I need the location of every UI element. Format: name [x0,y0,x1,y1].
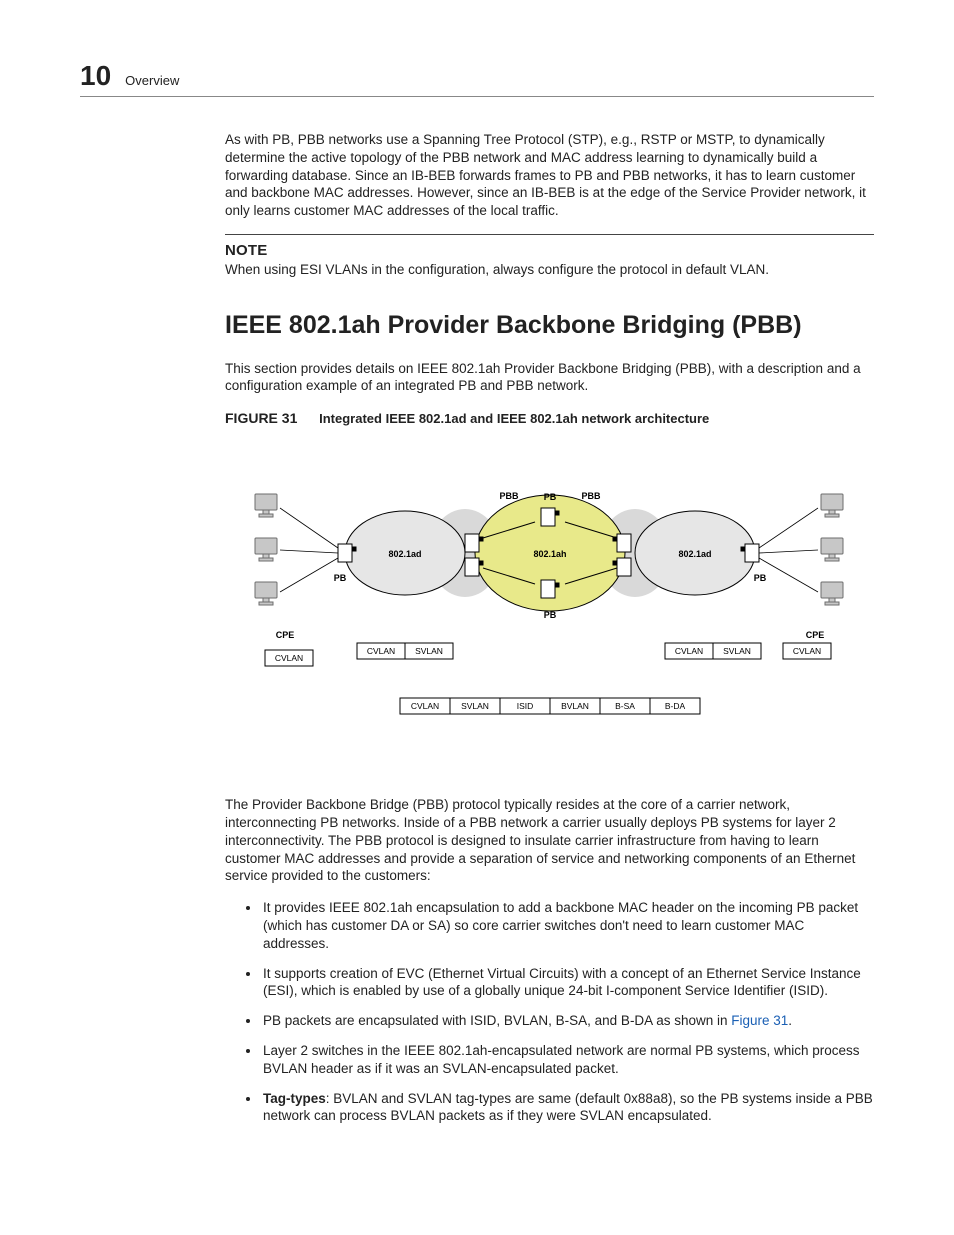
page-number: 10 [80,60,111,92]
label-ad-right: 802.1ad [678,549,711,559]
svg-text:B-SA: B-SA [615,701,635,711]
tag-row6: CVLAN SVLAN ISID BVLAN B-SA B-DA [400,698,700,714]
figure-caption: FIGURE 31 Integrated IEEE 802.1ad and IE… [225,409,874,428]
label-pb-top: PB [544,492,557,502]
page-header-section: Overview [125,73,179,88]
svg-text:CVLAN: CVLAN [793,646,821,656]
svg-text:SVLAN: SVLAN [461,701,489,711]
svg-text:SVLAN: SVLAN [415,646,443,656]
label-pbb-2: PBB [581,491,601,501]
svg-text:SVLAN: SVLAN [723,646,751,656]
tag-cvlan-lone-left: CVLAN [265,650,313,666]
label-pb-bot: PB [544,610,557,620]
svg-text:CVLAN: CVLAN [367,646,395,656]
svg-text:BVLAN: BVLAN [561,701,589,711]
label-pb-left: PB [334,573,347,583]
note-text: When using ESI VLANs in the configuratio… [225,261,874,279]
page-header: 10 Overview [80,60,874,97]
svg-text:CVLAN: CVLAN [411,701,439,711]
note-rule-top [225,234,874,235]
bullet-4: Layer 2 switches in the IEEE 802.1ah-enc… [261,1042,874,1078]
cpe-right-group [821,494,843,605]
tag-pair-left: CVLAN SVLAN [357,643,453,659]
bullet-5: Tag-types: BVLAN and SVLAN tag-types are… [261,1090,874,1126]
label-cpe-left: CPE [276,630,295,640]
section-paragraph: This section provides details on IEEE 80… [225,360,874,396]
tag-cvlan-lone-right: CVLAN [783,643,831,659]
bullet-3: PB packets are encapsulated with ISID, B… [261,1012,874,1030]
section-heading: IEEE 802.1ah Provider Backbone Bridging … [225,309,874,342]
svg-text:B-DA: B-DA [665,701,686,711]
bullet-1: It provides IEEE 802.1ah encapsulation t… [261,899,874,952]
label-cpe-right: CPE [806,630,825,640]
bullet-2: It supports creation of EVC (Ethernet Vi… [261,965,874,1001]
bullet-list: It provides IEEE 802.1ah encapsulation t… [225,899,874,1125]
figure-31: 802.1ad 802.1ad 802.1ah PBB PBB PB PB PB… [225,458,874,768]
label-ad-left: 802.1ad [388,549,421,559]
svg-text:CVLAN: CVLAN [675,646,703,656]
after-figure-paragraph: The Provider Backbone Bridge (PBB) proto… [225,796,874,885]
svg-text:CVLAN: CVLAN [275,653,303,663]
note-label: NOTE [225,241,874,261]
intro-paragraph: As with PB, PBB networks use a Spanning … [225,131,874,220]
svg-text:ISID: ISID [517,701,534,711]
tag-pair-right: CVLAN SVLAN [665,643,761,659]
cpe-left-group [255,494,277,605]
label-pbb-1: PBB [499,491,519,501]
label-ah: 802.1ah [533,549,566,559]
figure-title: Integrated IEEE 802.1ad and IEEE 802.1ah… [319,411,709,426]
label-pb-right: PB [754,573,767,583]
figure-tag: FIGURE 31 [225,410,297,426]
figure-31-link[interactable]: Figure 31 [731,1013,788,1028]
